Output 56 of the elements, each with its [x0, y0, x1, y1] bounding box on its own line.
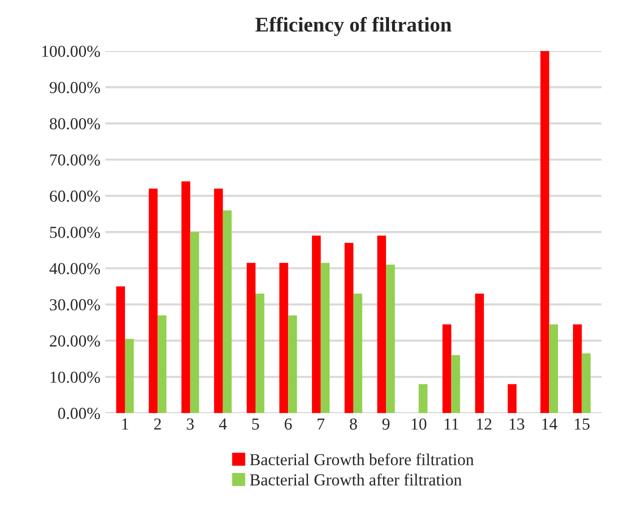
y-tick-label: 10.00% [50, 372, 100, 383]
bar [386, 264, 395, 414]
y-tick-label: 60.00% [50, 190, 100, 202]
x-tick-label: 14 [542, 418, 558, 430]
x-tick-label: 10 [412, 418, 426, 430]
bar [222, 210, 232, 414]
bar [148, 188, 158, 414]
bar [158, 315, 166, 414]
y-tick-label: 20.00% [50, 335, 100, 347]
y-tick-label: 40.00% [49, 262, 100, 274]
bar [418, 384, 428, 414]
x-tick-label: 5 [252, 418, 260, 430]
y-tick-label: 50.00% [50, 226, 100, 238]
bar [508, 384, 517, 414]
bar [256, 294, 264, 414]
y-tick-label: 100.00% [42, 46, 100, 58]
y-tick-label: 80.00% [50, 118, 100, 130]
chart-title: Efficiency of filtration [255, 16, 452, 36]
x-tick-label: 15 [574, 418, 590, 430]
x-tick-label: 13 [510, 418, 524, 430]
bar [475, 294, 484, 414]
y-tick-label: 90.00% [50, 82, 100, 94]
bar [181, 181, 190, 414]
bar [124, 338, 134, 414]
y-tick-label: 70.00% [50, 154, 100, 166]
bar [312, 236, 321, 414]
x-tick-label: 6 [284, 418, 292, 430]
bar [214, 188, 223, 414]
x-tick-label: 9 [382, 418, 390, 430]
y-tick-label: 0.00% [58, 408, 100, 420]
x-tick-label: 12 [477, 418, 492, 430]
y-tick-label: 30.00% [50, 299, 100, 310]
bar [549, 324, 558, 414]
legend-label: Bacterial Growth before filtration [250, 453, 474, 466]
bar [540, 51, 550, 414]
x-tick-label: 2 [154, 418, 161, 430]
bar [353, 294, 362, 414]
bar [288, 315, 297, 414]
bar [442, 324, 452, 414]
x-tick-label: 4 [219, 418, 227, 430]
x-tick-label: 3 [186, 418, 194, 430]
bar [320, 262, 330, 414]
bar [344, 242, 354, 414]
x-tick-label: 7 [318, 418, 324, 430]
x-tick-label: 11 [444, 418, 458, 430]
bar [246, 262, 256, 414]
legend-label: Bacterial Growth after filtration [250, 474, 462, 486]
bar [190, 232, 200, 414]
bar [116, 286, 125, 414]
bar [451, 355, 460, 414]
x-tick-label: 8 [350, 418, 357, 430]
bar [582, 353, 591, 414]
bar [573, 324, 582, 414]
x-tick-label: 1 [122, 418, 128, 430]
bar [377, 236, 386, 414]
bar [279, 262, 288, 414]
